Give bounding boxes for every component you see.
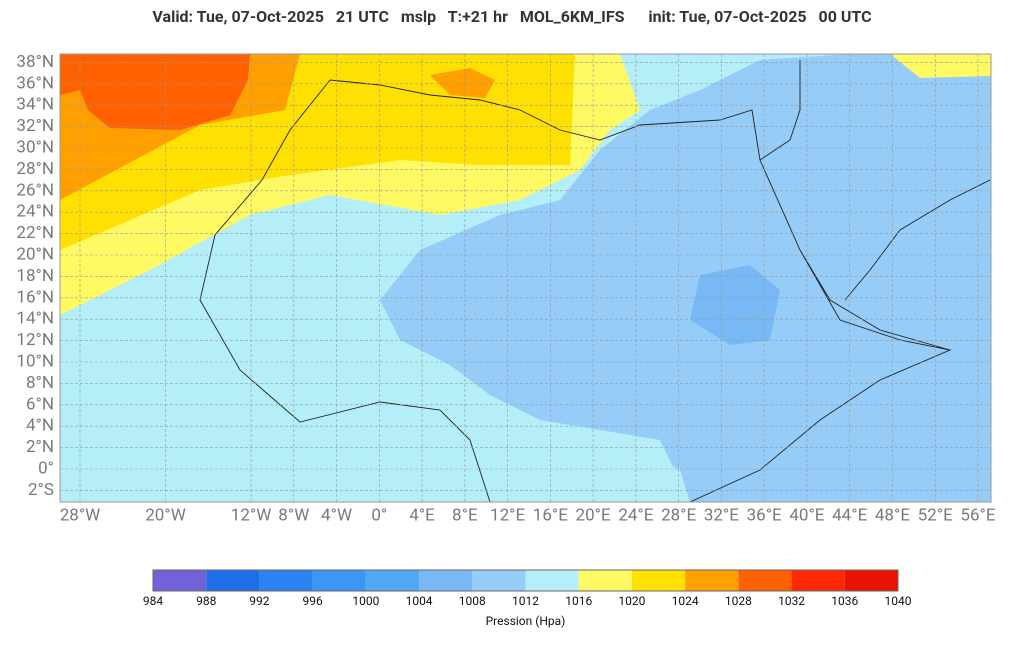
lat-tick-label: 20°N <box>16 244 54 264</box>
lon-tick-label: 12°W <box>231 505 272 525</box>
field-1008 <box>380 54 991 502</box>
lon-tick-label: 56°E <box>960 505 995 525</box>
map-frame <box>59 53 992 503</box>
lon-tick-label: 4°W <box>321 505 352 525</box>
lon-tick-label: 52°E <box>918 505 953 525</box>
colorbar-segment <box>738 570 792 591</box>
lon-tick-label: 24°E <box>618 505 653 525</box>
lon-tick-label: 36°E <box>747 505 782 525</box>
lat-tick-label: 28°N <box>16 159 54 179</box>
colorbar-label: 1040 <box>885 594 912 608</box>
lon-tick-label: 48°E <box>875 505 910 525</box>
field-1004 <box>690 265 780 345</box>
lon-tick-label: 20°W <box>145 505 186 525</box>
colorbar-frame <box>152 569 899 592</box>
lat-tick-label: 36°N <box>16 73 54 93</box>
colorbar-segment <box>844 570 898 591</box>
lon-tick-label: 8°W <box>278 505 309 525</box>
field-1016 <box>890 54 991 78</box>
colorbar-segment <box>312 570 366 591</box>
colorbar-segment <box>153 570 207 591</box>
colorbar-segment <box>791 570 845 591</box>
colorbar-segment <box>631 570 686 591</box>
coastline <box>199 60 991 502</box>
colorbar-segment <box>578 570 632 591</box>
lat-tick-label: 4°N <box>26 416 54 436</box>
colorbar-label: 996 <box>303 594 323 608</box>
lon-tick-label: 8°E <box>452 505 478 525</box>
lat-tick-label: 16°N <box>16 287 54 307</box>
colorbar-label: 1032 <box>778 594 805 608</box>
lat-tick-label: 10°N <box>16 351 54 371</box>
colorbar-label: 1024 <box>672 594 699 608</box>
colorbar-label: 984 <box>143 594 163 608</box>
colorbar-segment <box>525 570 579 591</box>
lat-tick-label: 2°N <box>26 437 54 457</box>
lon-tick-label: 28°E <box>661 505 696 525</box>
map-title: Valid: Tue, 07-Oct-2025 21 UTC mslp T:+2… <box>152 7 871 26</box>
colorbar-label: 1000 <box>352 594 379 608</box>
lat-tick-label: 14°N <box>16 309 54 329</box>
colorbar-segment <box>259 570 313 591</box>
colorbar-label: 1004 <box>406 594 433 608</box>
lat-tick-label: 26°N <box>16 180 54 200</box>
field-1024 <box>430 68 495 98</box>
colorbar-segment <box>685 570 739 591</box>
lat-tick-label: 34°N <box>16 95 54 115</box>
lat-tick-label: 0° <box>38 458 54 478</box>
lat-tick-label: 12°N <box>16 330 54 350</box>
lat-tick-label: 6°N <box>26 394 54 414</box>
colorbar-segment <box>365 570 420 591</box>
lon-tick-label: 28°W <box>60 505 101 525</box>
lat-tick-label: 30°N <box>16 137 54 157</box>
colorbar-segment <box>206 570 260 591</box>
colorbar: 984 988 992 996 1000 1004 1008 1012 1016 1020 1024… <box>143 569 912 628</box>
colorbar-label: 1028 <box>725 594 752 608</box>
lat-tick-label: 24°N <box>16 202 54 222</box>
lon-tick-label: 20°E <box>576 505 611 525</box>
colorbar-title: Pression (Hpa) <box>486 614 566 628</box>
colorbar-segment <box>419 570 473 591</box>
lon-tick-label: 12°E <box>490 505 525 525</box>
lat-tick-label: 18°N <box>16 266 54 286</box>
colorbar-segment <box>472 570 526 591</box>
lon-tick-label: 32°E <box>704 505 739 525</box>
lon-tick-label: 40°E <box>789 505 824 525</box>
colorbar-label: 1008 <box>459 594 486 608</box>
lat-tick-label: 2°S <box>28 480 54 500</box>
lon-tick-label: 44°E <box>832 505 867 525</box>
lat-tick-label: 22°N <box>16 223 54 243</box>
colorbar-label: 1020 <box>618 594 645 608</box>
colorbar-label: 1012 <box>512 594 539 608</box>
lon-tick-label: 0° <box>371 505 387 525</box>
colorbar-label: 1036 <box>831 594 858 608</box>
lat-tick-label: 8°N <box>26 373 54 393</box>
colorbar-label: 1016 <box>565 594 592 608</box>
lon-tick-label: 4°E <box>409 505 435 525</box>
colorbar-label: 992 <box>249 594 269 608</box>
pressure-field <box>60 54 991 502</box>
lon-tick-label: 16°E <box>533 505 568 525</box>
lat-tick-label: 38°N <box>16 52 54 72</box>
field-1028 <box>60 54 250 130</box>
field-1012 <box>540 440 690 502</box>
graticule <box>60 54 991 502</box>
lat-tick-label: 32°N <box>16 116 54 136</box>
colorbar-label: 988 <box>196 594 216 608</box>
